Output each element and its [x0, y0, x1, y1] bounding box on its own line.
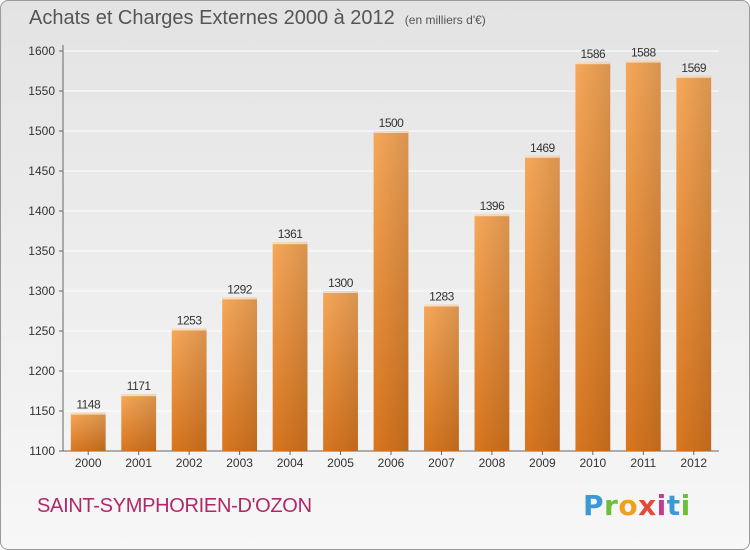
bar-highlight [121, 394, 157, 397]
y-tick-label: 1350 [28, 244, 55, 258]
y-tick-label: 1200 [28, 364, 55, 378]
bar-highlight [676, 75, 712, 78]
x-tick-label: 2001 [125, 456, 152, 470]
x-tick-label: 2003 [226, 456, 253, 470]
bar-shade [171, 328, 207, 451]
value-label: 1253 [177, 314, 203, 328]
value-label: 1300 [328, 276, 354, 290]
bar-highlight [424, 304, 459, 307]
y-tick-label: 1600 [28, 44, 55, 58]
y-tick-label: 1250 [28, 324, 55, 338]
value-label: 1588 [631, 46, 657, 60]
bar-highlight [323, 291, 358, 293]
bar-shade [676, 75, 712, 452]
bar-highlight [474, 214, 510, 217]
bar-shade [121, 394, 157, 451]
value-label: 1469 [530, 141, 556, 155]
y-tick-label: 1150 [29, 404, 55, 418]
bar-highlight [373, 131, 409, 133]
value-label: 1396 [480, 199, 506, 213]
x-tick-label: 2008 [479, 456, 506, 470]
bar-shade [575, 62, 611, 451]
x-tick-label: 2010 [579, 456, 606, 470]
bar-highlight [70, 412, 106, 415]
x-tick-label: 2009 [529, 456, 556, 470]
value-label: 1586 [580, 47, 606, 61]
x-tick-label: 2002 [176, 456, 203, 470]
bar-shade [272, 242, 308, 451]
x-tick-label: 2000 [75, 456, 102, 470]
chart-unit: (en milliers d'€) [404, 13, 486, 27]
value-label: 1292 [227, 282, 253, 296]
bar-shade [625, 60, 661, 451]
bar-shade [222, 297, 258, 451]
bar-highlight [171, 328, 207, 331]
bar-shade [524, 155, 560, 452]
y-tick-label: 1500 [28, 124, 55, 138]
x-tick-label: 2006 [378, 456, 405, 470]
y-tick-label: 1400 [28, 204, 55, 218]
x-tick-label: 2011 [630, 456, 656, 470]
commune-name: SAINT-SYMPHORIEN-D'OZON [37, 495, 312, 517]
bar-shade [70, 412, 106, 451]
bar-shade [323, 291, 358, 451]
value-label: 1361 [278, 227, 304, 241]
bar-shade [424, 304, 459, 451]
y-tick-label: 1450 [28, 164, 55, 178]
bar-highlight [272, 242, 308, 245]
value-label: 1283 [429, 290, 455, 304]
value-label: 1500 [379, 116, 405, 130]
bar-highlight [575, 62, 611, 65]
bar-highlight [625, 60, 661, 63]
y-tick-label: 1100 [29, 444, 55, 458]
x-tick-label: 2012 [680, 456, 707, 470]
x-tick-label: 2007 [428, 456, 455, 470]
x-tick-label: 2005 [327, 456, 354, 470]
y-tick-label: 1300 [28, 284, 55, 298]
value-label: 1171 [127, 379, 152, 393]
bar-shade [474, 214, 510, 451]
x-tick-label: 2004 [277, 456, 304, 470]
bar-highlight [222, 297, 258, 300]
chart-title-text: Achats et Charges Externes 2000 à 2012 [29, 7, 395, 29]
value-label: 1569 [681, 61, 707, 75]
y-tick-label: 1550 [28, 84, 55, 98]
chart-title: Achats et Charges Externes 2000 à 2012 (e… [29, 7, 486, 30]
bar-shade [373, 131, 409, 451]
bar-highlight [524, 155, 560, 158]
value-label: 1148 [76, 398, 101, 412]
proxiti-logo[interactable]: Proxiti [583, 489, 691, 522]
